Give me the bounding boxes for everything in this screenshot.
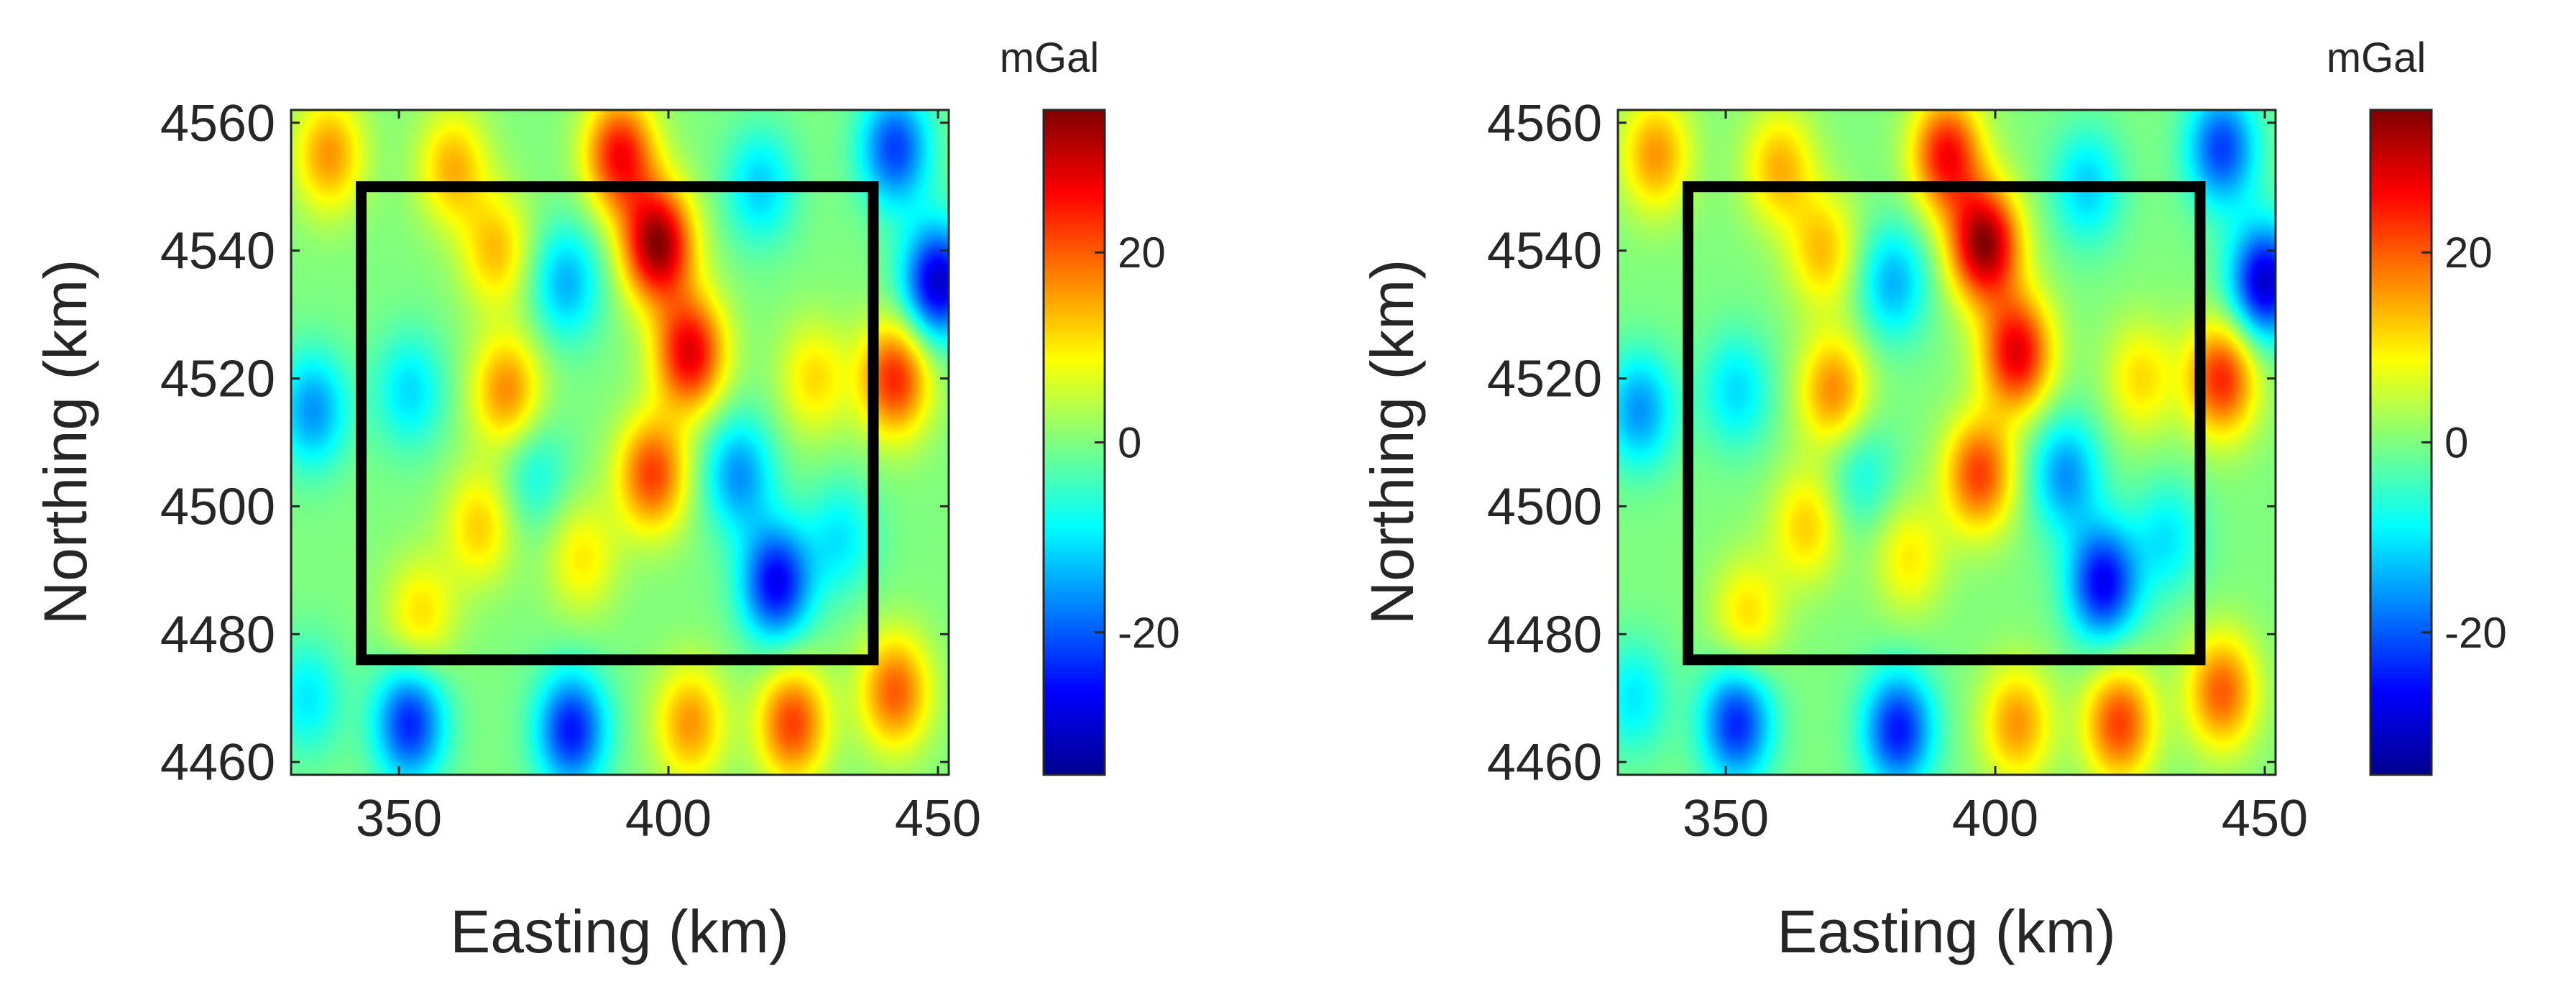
y-axis-label: Northing (km)	[1358, 259, 1426, 625]
gravity-anomaly-heatmap	[291, 110, 949, 775]
y-tick-label: 4560	[1487, 95, 1602, 152]
left-gravity-map-panel: 350 400 450 4460 4480 4500 4520 4540 4560 Easti…	[32, 34, 1180, 965]
y-tick-label: 4480	[160, 606, 275, 663]
x-axis-label: Easting (km)	[450, 898, 788, 965]
plot-area-frame	[1616, 109, 2277, 776]
y-tick-label: 4540	[160, 223, 275, 280]
y-tick-label: 4460	[1487, 734, 1602, 791]
colorbar-tick-label: 0	[1118, 419, 1141, 467]
gravity-anomaly-heatmap	[1618, 110, 2276, 775]
colorbar-ticks: -20 0 20	[2421, 229, 2507, 657]
x-tick-label: 450	[2222, 790, 2308, 847]
y-tick-label: 4540	[1487, 223, 1602, 280]
y-tick-label: 4520	[160, 351, 275, 408]
x-tick-label: 350	[1683, 790, 1769, 847]
x-tick-label: 400	[1952, 790, 2038, 847]
y-axis-ticks: 4460 4480 4500 4520 4540 4560	[1487, 95, 2276, 791]
y-axis-label: Northing (km)	[32, 259, 99, 625]
survey-area-box	[1683, 181, 2206, 666]
x-tick-label: 350	[356, 790, 442, 847]
colorbar	[1042, 109, 1106, 776]
y-axis-ticks: 4460 4480 4500 4520 4540 4560	[160, 95, 949, 791]
x-axis-ticks: 350 400 450	[356, 110, 981, 847]
y-tick-label: 4520	[1487, 351, 1602, 408]
y-tick-label: 4500	[160, 478, 275, 535]
y-tick-label: 4500	[1487, 478, 1602, 535]
x-axis-ticks: 350 400 450	[1683, 110, 2308, 847]
colorbar-tick-label: 20	[2444, 229, 2493, 277]
colorbar-tick-label: 20	[1118, 229, 1166, 277]
colorbar-tick-label: -20	[1118, 609, 1180, 657]
plot-area-frame	[290, 109, 950, 776]
x-tick-label: 450	[895, 790, 981, 847]
x-axis-label: Easting (km)	[1777, 898, 2115, 965]
colorbar-tick-label: -20	[2444, 609, 2507, 657]
y-tick-label: 4560	[160, 95, 275, 152]
colorbar-ticks: -20 0 20	[1095, 229, 1180, 657]
colorbar-tick-label: 0	[2444, 419, 2468, 467]
colorbar-title: mGal	[1000, 34, 1100, 81]
y-tick-label: 4480	[1487, 606, 1602, 663]
y-tick-label: 4460	[160, 734, 275, 791]
colorbar-title: mGal	[2327, 34, 2426, 81]
colorbar	[2369, 109, 2433, 776]
x-tick-label: 400	[625, 790, 712, 847]
survey-area-box	[356, 181, 879, 666]
right-gravity-map-panel: 350 400 450 4460 4480 4500 4520 4540 4560 Easti…	[1358, 34, 2507, 965]
